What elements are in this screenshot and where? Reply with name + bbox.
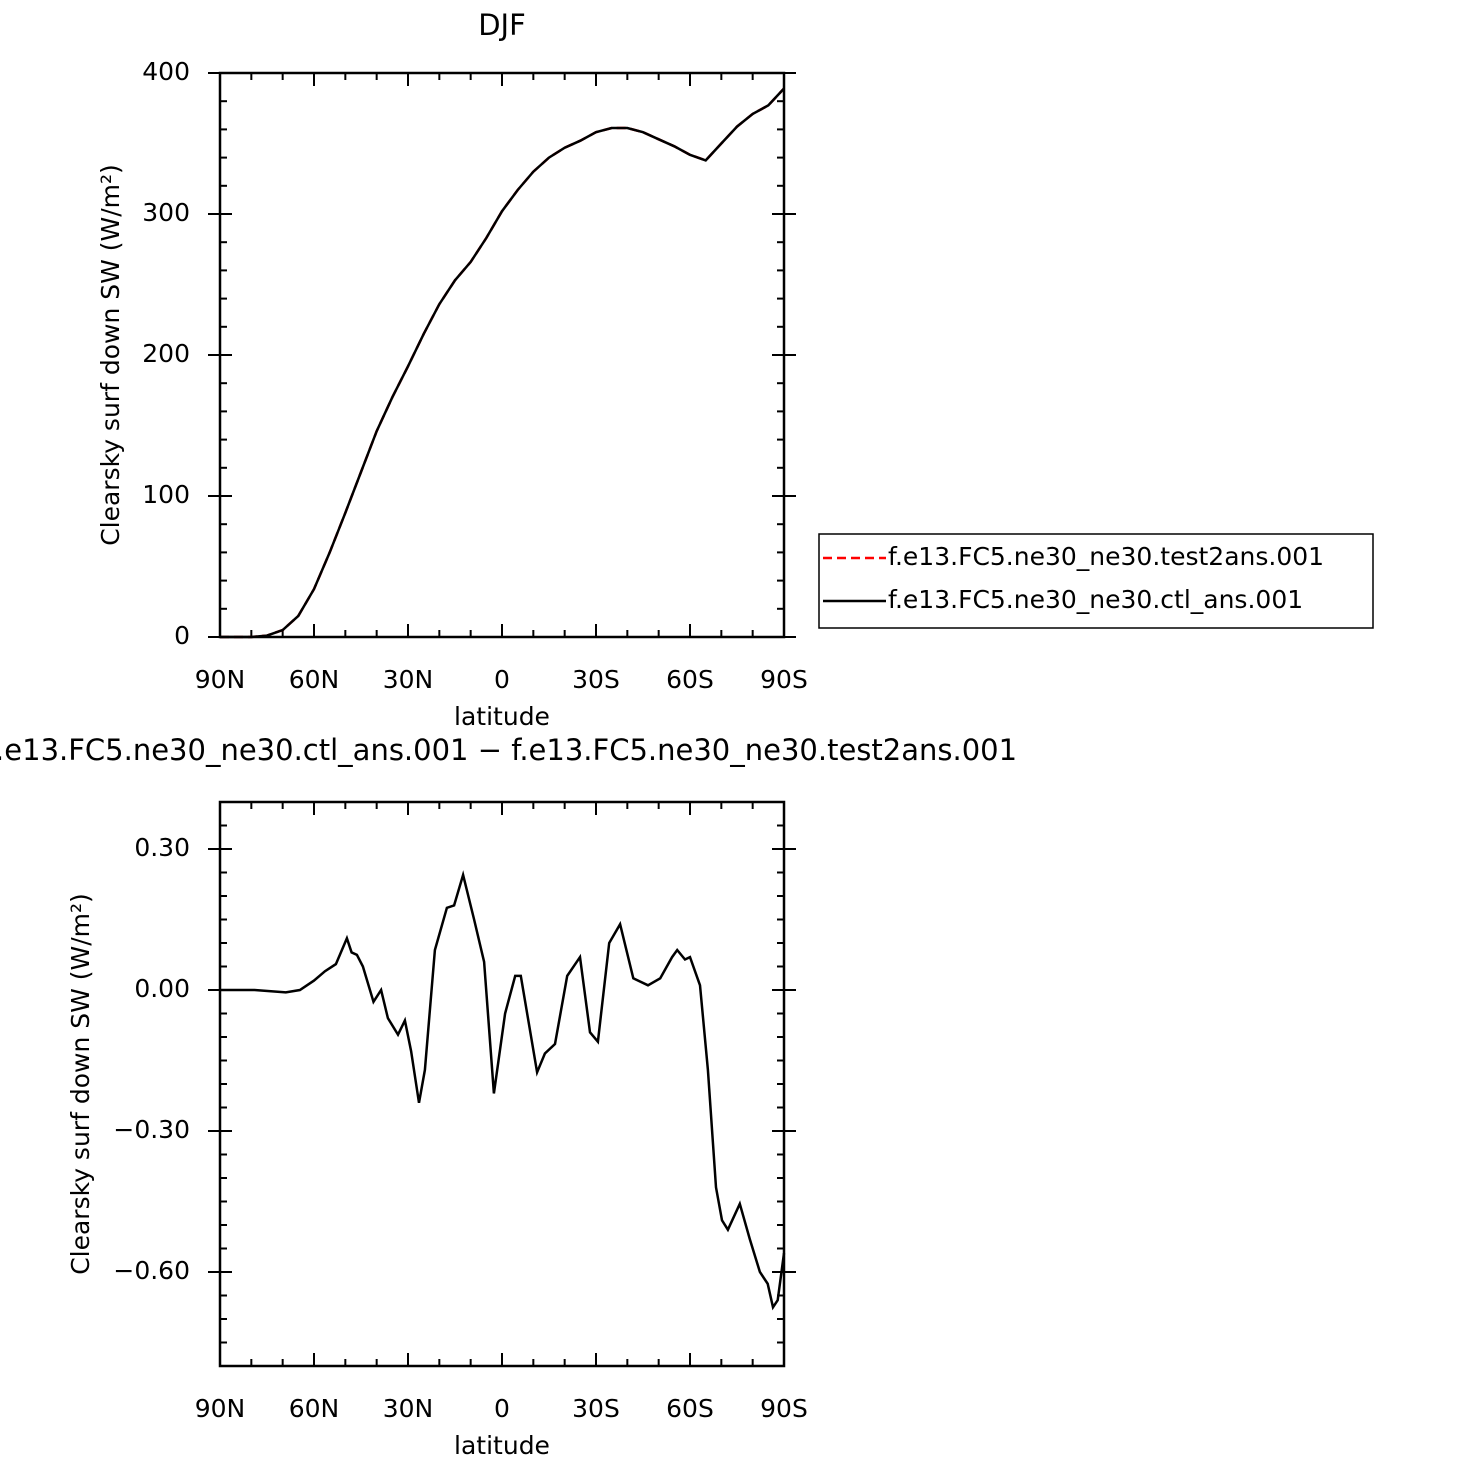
x-tick-label: 60N: [289, 1394, 340, 1423]
x-tick-label: 90S: [760, 1394, 808, 1423]
x-tick-label: 0: [494, 665, 510, 694]
y-axis-label: Clearsky surf down SW (W/m²): [96, 164, 125, 546]
chart-title: DJF: [478, 8, 526, 42]
plot-frame: [218, 71, 786, 639]
x-tick-label: 90N: [195, 1394, 246, 1423]
x-tick-label: 90N: [195, 665, 246, 694]
data-line: [220, 870, 786, 1311]
y-tick-label: 400: [142, 57, 190, 86]
legend-label: f.e13.FC5.ne30_ne30.ctl_ans.001: [888, 585, 1303, 614]
data-line: [220, 87, 785, 639]
y-tick-label: −0.60: [113, 1256, 190, 1285]
x-tick-label: 30N: [383, 665, 434, 694]
y-tick-label: 300: [142, 198, 190, 227]
x-tick-label: 0: [494, 1394, 510, 1423]
data-line: [220, 87, 785, 639]
x-tick-label: 60S: [666, 1394, 714, 1423]
x-tick-label: 30S: [572, 665, 620, 694]
y-axis-label: Clearsky surf down SW (W/m²): [66, 893, 95, 1275]
y-tick-label: 0.30: [134, 833, 190, 862]
legend-label: f.e13.FC5.ne30_ne30.test2ans.001: [888, 542, 1324, 571]
chart-title: f.e13.FC5.ne30_ne30.ctl_ans.001 − f.e13.…: [0, 733, 1017, 767]
y-tick-label: 0: [174, 621, 190, 650]
x-tick-label: 30S: [572, 1394, 620, 1423]
y-tick-label: −0.30: [113, 1115, 190, 1144]
plot-frame: [218, 800, 786, 1368]
y-tick-label: 100: [142, 480, 190, 509]
x-axis-label: latitude: [454, 1431, 550, 1460]
x-tick-label: 90S: [760, 665, 808, 694]
y-tick-label: 0.00: [134, 974, 190, 1003]
x-tick-label: 30N: [383, 1394, 434, 1423]
y-tick-label: 200: [142, 339, 190, 368]
x-tick-label: 60S: [666, 665, 714, 694]
x-axis-label: latitude: [454, 702, 550, 731]
legend-box: [818, 533, 1374, 629]
x-tick-label: 60N: [289, 665, 340, 694]
